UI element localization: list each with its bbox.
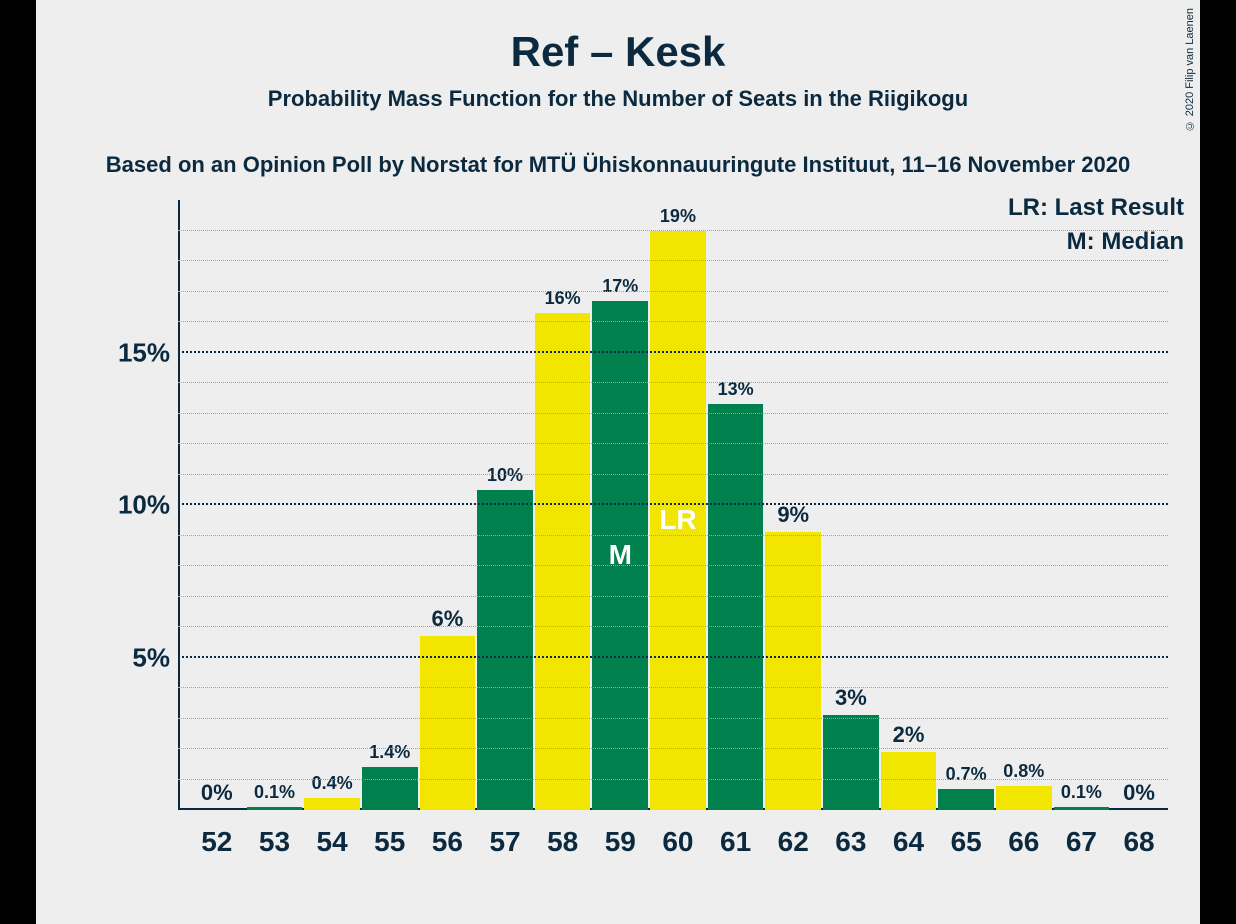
xtick-label: 58 [547, 826, 578, 858]
y-axis [178, 200, 180, 810]
bar-slot: 0.4%54 [303, 200, 361, 810]
bar-value-label: 0.1% [1061, 782, 1102, 803]
chart-canvas: © 2020 Filip van Laenen Ref – Kesk Proba… [36, 0, 1200, 924]
xtick-label: 62 [778, 826, 809, 858]
bar-inner-label: LR [659, 504, 696, 536]
gridline-minor [178, 382, 1168, 383]
bar-slot: 9%62 [764, 200, 822, 810]
bar: 0.1% [247, 807, 303, 810]
bar-value-label: 9% [777, 502, 809, 528]
gridline-major [178, 351, 1168, 353]
gridline-minor [178, 626, 1168, 627]
bar-value-label: 0.7% [946, 764, 987, 785]
bar: 1.4% [362, 767, 418, 810]
xtick-label: 61 [720, 826, 751, 858]
bar-slot: 0.1%67 [1053, 200, 1111, 810]
bar-slot: 16%58 [534, 200, 592, 810]
bar-value-label: 0% [1123, 780, 1155, 806]
bar: 0.4% [304, 798, 360, 810]
bar-value-label: 3% [835, 685, 867, 711]
bar: 19%LR [650, 231, 706, 811]
bar-value-label: 0.1% [254, 782, 295, 803]
gridline-minor [178, 535, 1168, 536]
bar: 6% [420, 636, 476, 810]
bar-slot: 0%52 [188, 200, 246, 810]
xtick-label: 66 [1008, 826, 1039, 858]
bar-value-label: 6% [431, 606, 463, 632]
bar: 17%M [592, 301, 648, 810]
bar: 0.1% [1054, 807, 1110, 810]
bar: 0.8% [996, 786, 1052, 810]
gridline-minor [178, 321, 1168, 322]
copyright-text: © 2020 Filip van Laenen [1184, 8, 1196, 131]
bar-slot: 3%63 [822, 200, 880, 810]
bar-slot: 2%64 [880, 200, 938, 810]
gridline-minor [178, 687, 1168, 688]
gridline-minor [178, 565, 1168, 566]
bar-value-label: 1.4% [369, 742, 410, 763]
bar-value-label: 0% [201, 780, 233, 806]
bar-value-label: 19% [660, 206, 696, 227]
bar: 10% [477, 490, 533, 810]
bar-slot: 0.7%65 [937, 200, 995, 810]
bar: 13% [708, 404, 764, 810]
xtick-label: 53 [259, 826, 290, 858]
xtick-label: 63 [835, 826, 866, 858]
bar-slot: 0.8%66 [995, 200, 1053, 810]
xtick-label: 57 [489, 826, 520, 858]
xtick-label: 52 [201, 826, 232, 858]
bar: 16% [535, 313, 591, 810]
bar-slot: 10%57 [476, 200, 534, 810]
xtick-label: 65 [951, 826, 982, 858]
gridline-minor [178, 779, 1168, 780]
bars-container: 0%520.1%530.4%541.4%556%5610%5716%5817%M… [188, 200, 1168, 810]
xtick-label: 56 [432, 826, 463, 858]
bar-slot: 17%M59 [591, 200, 649, 810]
xtick-label: 59 [605, 826, 636, 858]
gridline-minor [178, 596, 1168, 597]
bar-value-label: 2% [893, 722, 925, 748]
xtick-label: 64 [893, 826, 924, 858]
bar-slot: 1.4%55 [361, 200, 419, 810]
bar-inner-label: M [609, 539, 632, 571]
bar-value-label: 10% [487, 465, 523, 486]
xtick-label: 67 [1066, 826, 1097, 858]
xtick-label: 60 [662, 826, 693, 858]
xtick-label: 55 [374, 826, 405, 858]
bar: 2% [881, 752, 937, 810]
chart-meta: Based on an Opinion Poll by Norstat for … [0, 140, 1236, 178]
bar-value-label: 17% [602, 276, 638, 297]
bar-value-label: 0.4% [312, 773, 353, 794]
bar-slot: 6%56 [419, 200, 477, 810]
bar-slot: 0.1%53 [246, 200, 304, 810]
bar: 9% [765, 532, 821, 810]
xtick-label: 68 [1123, 826, 1154, 858]
ytick-label: 5% [80, 642, 170, 673]
chart-title: Ref – Kesk [36, 0, 1200, 76]
chart-subtitle: Probability Mass Function for the Number… [36, 76, 1200, 112]
gridline-minor [178, 748, 1168, 749]
bar-slot: 19%LR60 [649, 200, 707, 810]
gridline-minor [178, 230, 1168, 231]
gridline-major [178, 503, 1168, 505]
ytick-label: 15% [80, 337, 170, 368]
gridline-major [178, 656, 1168, 658]
bar: 3% [823, 715, 879, 810]
gridline-minor [178, 718, 1168, 719]
bar-slot: 0%68 [1110, 200, 1168, 810]
plot-area: 0%520.1%530.4%541.4%556%5610%5716%5817%M… [178, 200, 1178, 810]
gridline-minor [178, 413, 1168, 414]
xtick-label: 54 [317, 826, 348, 858]
bar-slot: 13%61 [707, 200, 765, 810]
gridline-minor [178, 291, 1168, 292]
bar: 0.7% [938, 789, 994, 810]
gridline-minor [178, 474, 1168, 475]
gridline-minor [178, 443, 1168, 444]
ytick-label: 10% [80, 490, 170, 521]
gridline-minor [178, 260, 1168, 261]
